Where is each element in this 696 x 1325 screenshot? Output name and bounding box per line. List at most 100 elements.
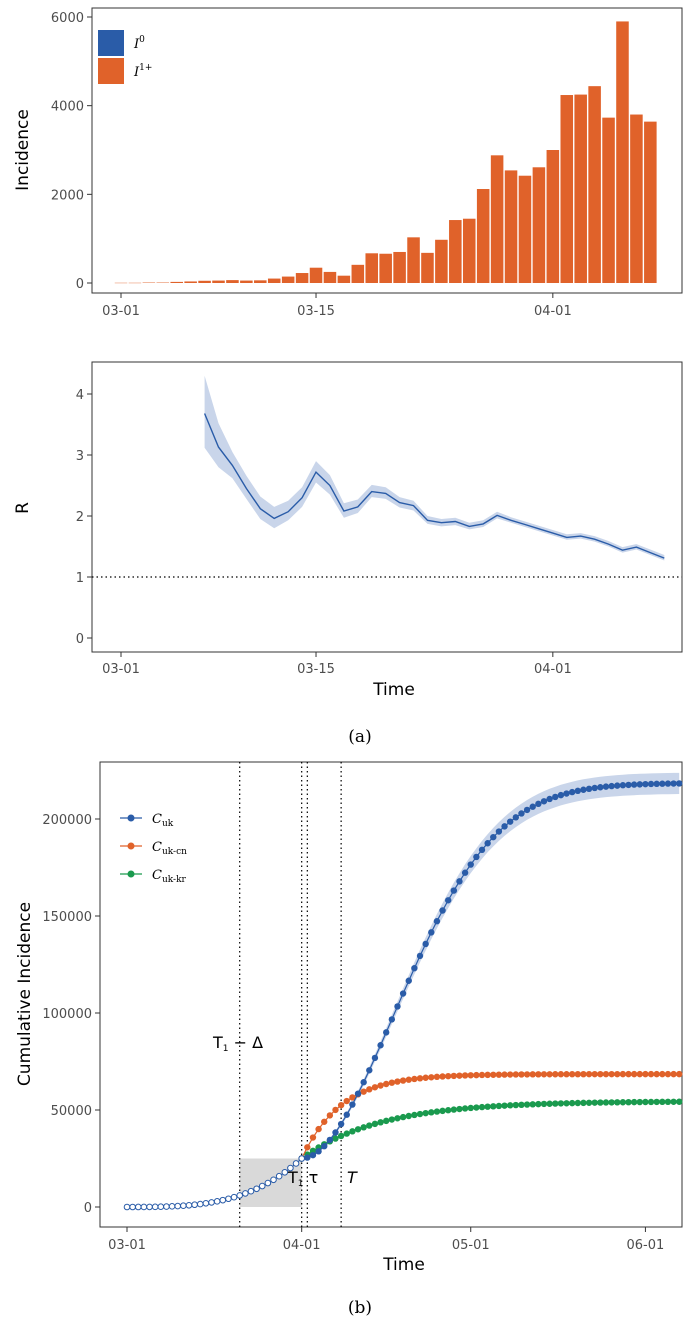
panel-a-frame	[91, 7, 683, 294]
projection-point-uk	[490, 833, 497, 841]
panel-a-reproduction: 0 1 2 3 4 03-01 03-15 04-01 R Time	[13, 361, 683, 700]
projection-point-uk-cn	[557, 1071, 565, 1078]
projection-point-uk-kr	[608, 1099, 615, 1106]
projection-point-uk	[597, 784, 604, 791]
incidence-bar	[574, 94, 587, 283]
projection-point-uk-cn	[580, 1070, 587, 1078]
x-tick-label: 05-01	[452, 1238, 490, 1253]
projection-point-uk-cn	[614, 1070, 621, 1078]
incidence-bar	[170, 281, 183, 283]
legend-marker-cukkr	[127, 870, 135, 878]
projection-point-uk-kr	[585, 1099, 593, 1106]
observed-point	[213, 1198, 221, 1205]
observed-point	[270, 1176, 277, 1184]
legend-label-cuk: Cuk	[152, 812, 174, 829]
projection-point-uk-kr	[349, 1128, 356, 1135]
projection-point-uk-kr	[473, 1104, 480, 1111]
projection-point-uk	[591, 784, 598, 792]
projection-point-uk-kr	[383, 1117, 390, 1125]
legend-label-cukkr: Cuk-kr	[152, 868, 187, 885]
incidence-bar	[351, 264, 365, 283]
projection-point-uk-kr	[625, 1098, 632, 1106]
projection-point-uk-kr	[546, 1100, 553, 1107]
projection-point-uk-cn	[585, 1070, 593, 1078]
projection-point-uk	[512, 814, 520, 821]
projection-point-uk-cn	[383, 1080, 390, 1088]
projection-point-uk	[405, 977, 412, 984]
projection-point-uk-kr	[354, 1126, 362, 1133]
projection-point-uk	[676, 780, 683, 787]
observed-point	[298, 1155, 305, 1162]
projection-point-uk	[535, 800, 542, 808]
projection-point-uk-cn	[563, 1071, 570, 1078]
projection-point-uk-cn	[411, 1075, 418, 1083]
projection-point-uk	[602, 783, 610, 790]
observed-point	[146, 1203, 153, 1211]
reproduction-line	[203, 413, 665, 559]
projection-point-uk-cn	[608, 1070, 615, 1078]
observed-point	[287, 1164, 294, 1172]
projection-point-uk	[360, 1079, 367, 1086]
y-tick-label: 200000	[42, 813, 92, 828]
x-tick-label: 03-01	[108, 1238, 146, 1253]
incidence-y-axis: 0 2000 4000 6000	[51, 11, 92, 292]
projection-point-uk-kr	[371, 1120, 379, 1128]
y-tick-label: 2	[76, 510, 84, 525]
incidence-bar	[407, 237, 420, 283]
projection-point-uk-cn	[653, 1070, 660, 1078]
incidence-bar	[588, 86, 601, 283]
projection-point-uk	[625, 781, 632, 789]
observed-point	[281, 1168, 289, 1176]
legend-swatch-i1plus	[98, 58, 124, 84]
projection-point-uk-cn	[676, 1070, 683, 1078]
projection-point-uk	[574, 787, 581, 795]
incidence-bar	[490, 155, 504, 283]
projection-point-uk-cn	[315, 1125, 322, 1133]
projection-point-uk	[371, 1054, 379, 1062]
projection-point-uk-kr	[478, 1103, 486, 1111]
observed-point	[242, 1190, 249, 1197]
observed-point	[191, 1201, 198, 1209]
projection-point-uk	[495, 828, 503, 835]
projection-point-uk	[394, 1003, 401, 1010]
legend-label-i0: I0	[133, 35, 145, 52]
projection-point-uk-kr	[540, 1100, 548, 1108]
projection-point-uk-cn	[518, 1071, 525, 1078]
projection-point-uk	[326, 1136, 334, 1144]
cumulative-y-label: Cumulative Incidence	[15, 902, 35, 1086]
projection-point-uk	[411, 964, 418, 972]
observed-point	[225, 1195, 232, 1203]
projection-point-uk-kr	[422, 1109, 429, 1117]
projection-point-uk-kr	[647, 1098, 655, 1106]
projection-point-uk-kr	[636, 1098, 643, 1106]
projection-point-uk	[337, 1120, 345, 1128]
y-tick-label: 50000	[51, 1104, 92, 1119]
projection-point-uk	[540, 798, 548, 805]
projection-point-uk-cn	[467, 1072, 474, 1079]
incidence-bar	[226, 280, 239, 283]
projection-point-uk-cn	[416, 1075, 424, 1082]
projection-point-uk-cn	[349, 1094, 356, 1101]
projection-point-uk-cn	[642, 1070, 649, 1078]
legend-label-i1plus: I1+	[133, 63, 152, 80]
cumulative-annotations: T1 − Δ T1 τ T	[212, 1033, 358, 1189]
projection-point-uk-kr	[332, 1135, 339, 1142]
projection-point-uk-cn	[501, 1071, 508, 1078]
x-tick-label: 04-01	[534, 304, 572, 319]
projection-point-uk	[670, 780, 677, 787]
projection-point-uk	[332, 1129, 339, 1136]
observed-point	[196, 1200, 204, 1208]
projection-point-uk-kr	[416, 1110, 424, 1118]
projection-point-uk-kr	[563, 1100, 570, 1107]
projection-point-uk-kr	[574, 1099, 581, 1107]
observed-point	[247, 1187, 255, 1195]
projection-point-uk	[664, 780, 672, 787]
incidence-bar	[379, 253, 392, 283]
observed-point	[292, 1160, 300, 1167]
annotation-t1-delta: T1 − Δ	[212, 1033, 263, 1054]
projection-point-uk-kr	[619, 1099, 627, 1106]
incidence-bar	[184, 281, 197, 283]
observed-point	[253, 1185, 260, 1193]
y-tick-label: 3	[76, 449, 84, 464]
